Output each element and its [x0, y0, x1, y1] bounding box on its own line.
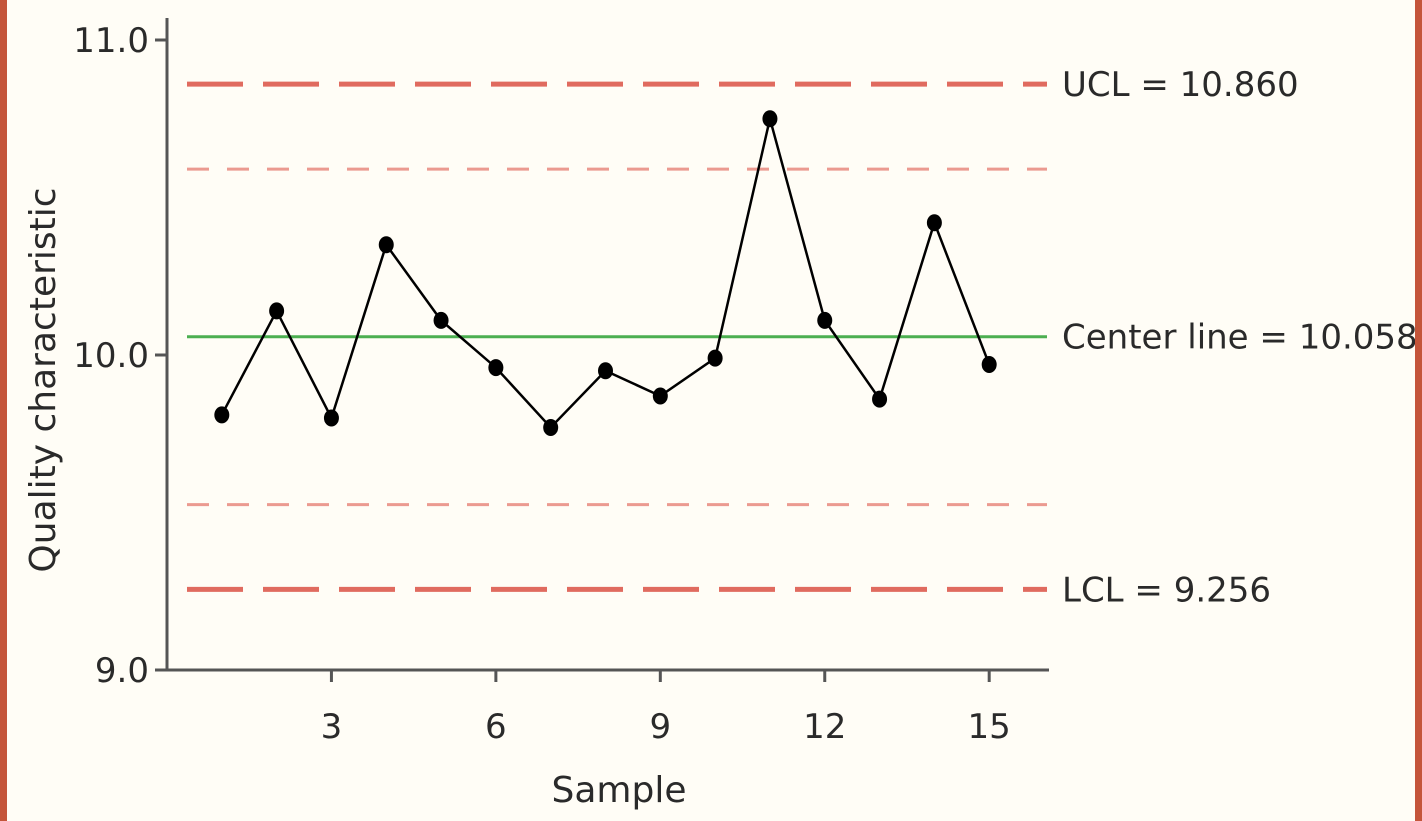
data-point	[762, 110, 778, 128]
x-axis-label: Sample	[552, 770, 687, 811]
x-tick-label: 15	[968, 707, 1011, 747]
data-point	[707, 349, 723, 367]
x-tick-label: 6	[485, 707, 507, 747]
y-tick-label: 10.0	[73, 336, 149, 376]
data-point	[598, 362, 613, 380]
data-point	[214, 406, 230, 424]
x-tick-label: 3	[321, 707, 343, 747]
data-point	[269, 302, 285, 320]
data-series	[214, 110, 997, 436]
data-point	[488, 359, 504, 377]
control-lines	[187, 81, 1047, 592]
center-line-label: Center line = 10.058	[1062, 318, 1415, 358]
y-axis-label: Quality characteristic	[23, 187, 64, 572]
y-tick-label: 11.0	[73, 21, 149, 61]
data-point	[378, 236, 394, 254]
ucl-label: UCL = 10.860	[1062, 65, 1299, 105]
axes: 9.0 10.0 11.0 3 6 9 12 15	[73, 18, 1049, 747]
lcl-label: LCL = 9.256	[1062, 570, 1271, 610]
data-point	[817, 311, 833, 329]
data-point	[872, 390, 888, 408]
data-point	[543, 418, 559, 436]
data-point	[652, 387, 668, 405]
y-tick-label: 9.0	[95, 651, 149, 691]
data-point	[981, 355, 997, 373]
data-point	[926, 214, 942, 232]
data-point	[323, 409, 339, 427]
chart-labels: Quality characteristic Sample UCL = 10.8…	[23, 65, 1415, 811]
chart-frame: 9.0 10.0 11.0 3 6 9 12 15 Quality characteristi…	[7, 0, 1415, 821]
x-tick-label: 9	[649, 707, 671, 747]
x-tick-label: 12	[803, 707, 846, 747]
control-chart: 9.0 10.0 11.0 3 6 9 12 15 Quality characteristi…	[23, 18, 1415, 811]
series-line	[220, 118, 991, 430]
data-point	[433, 311, 449, 329]
